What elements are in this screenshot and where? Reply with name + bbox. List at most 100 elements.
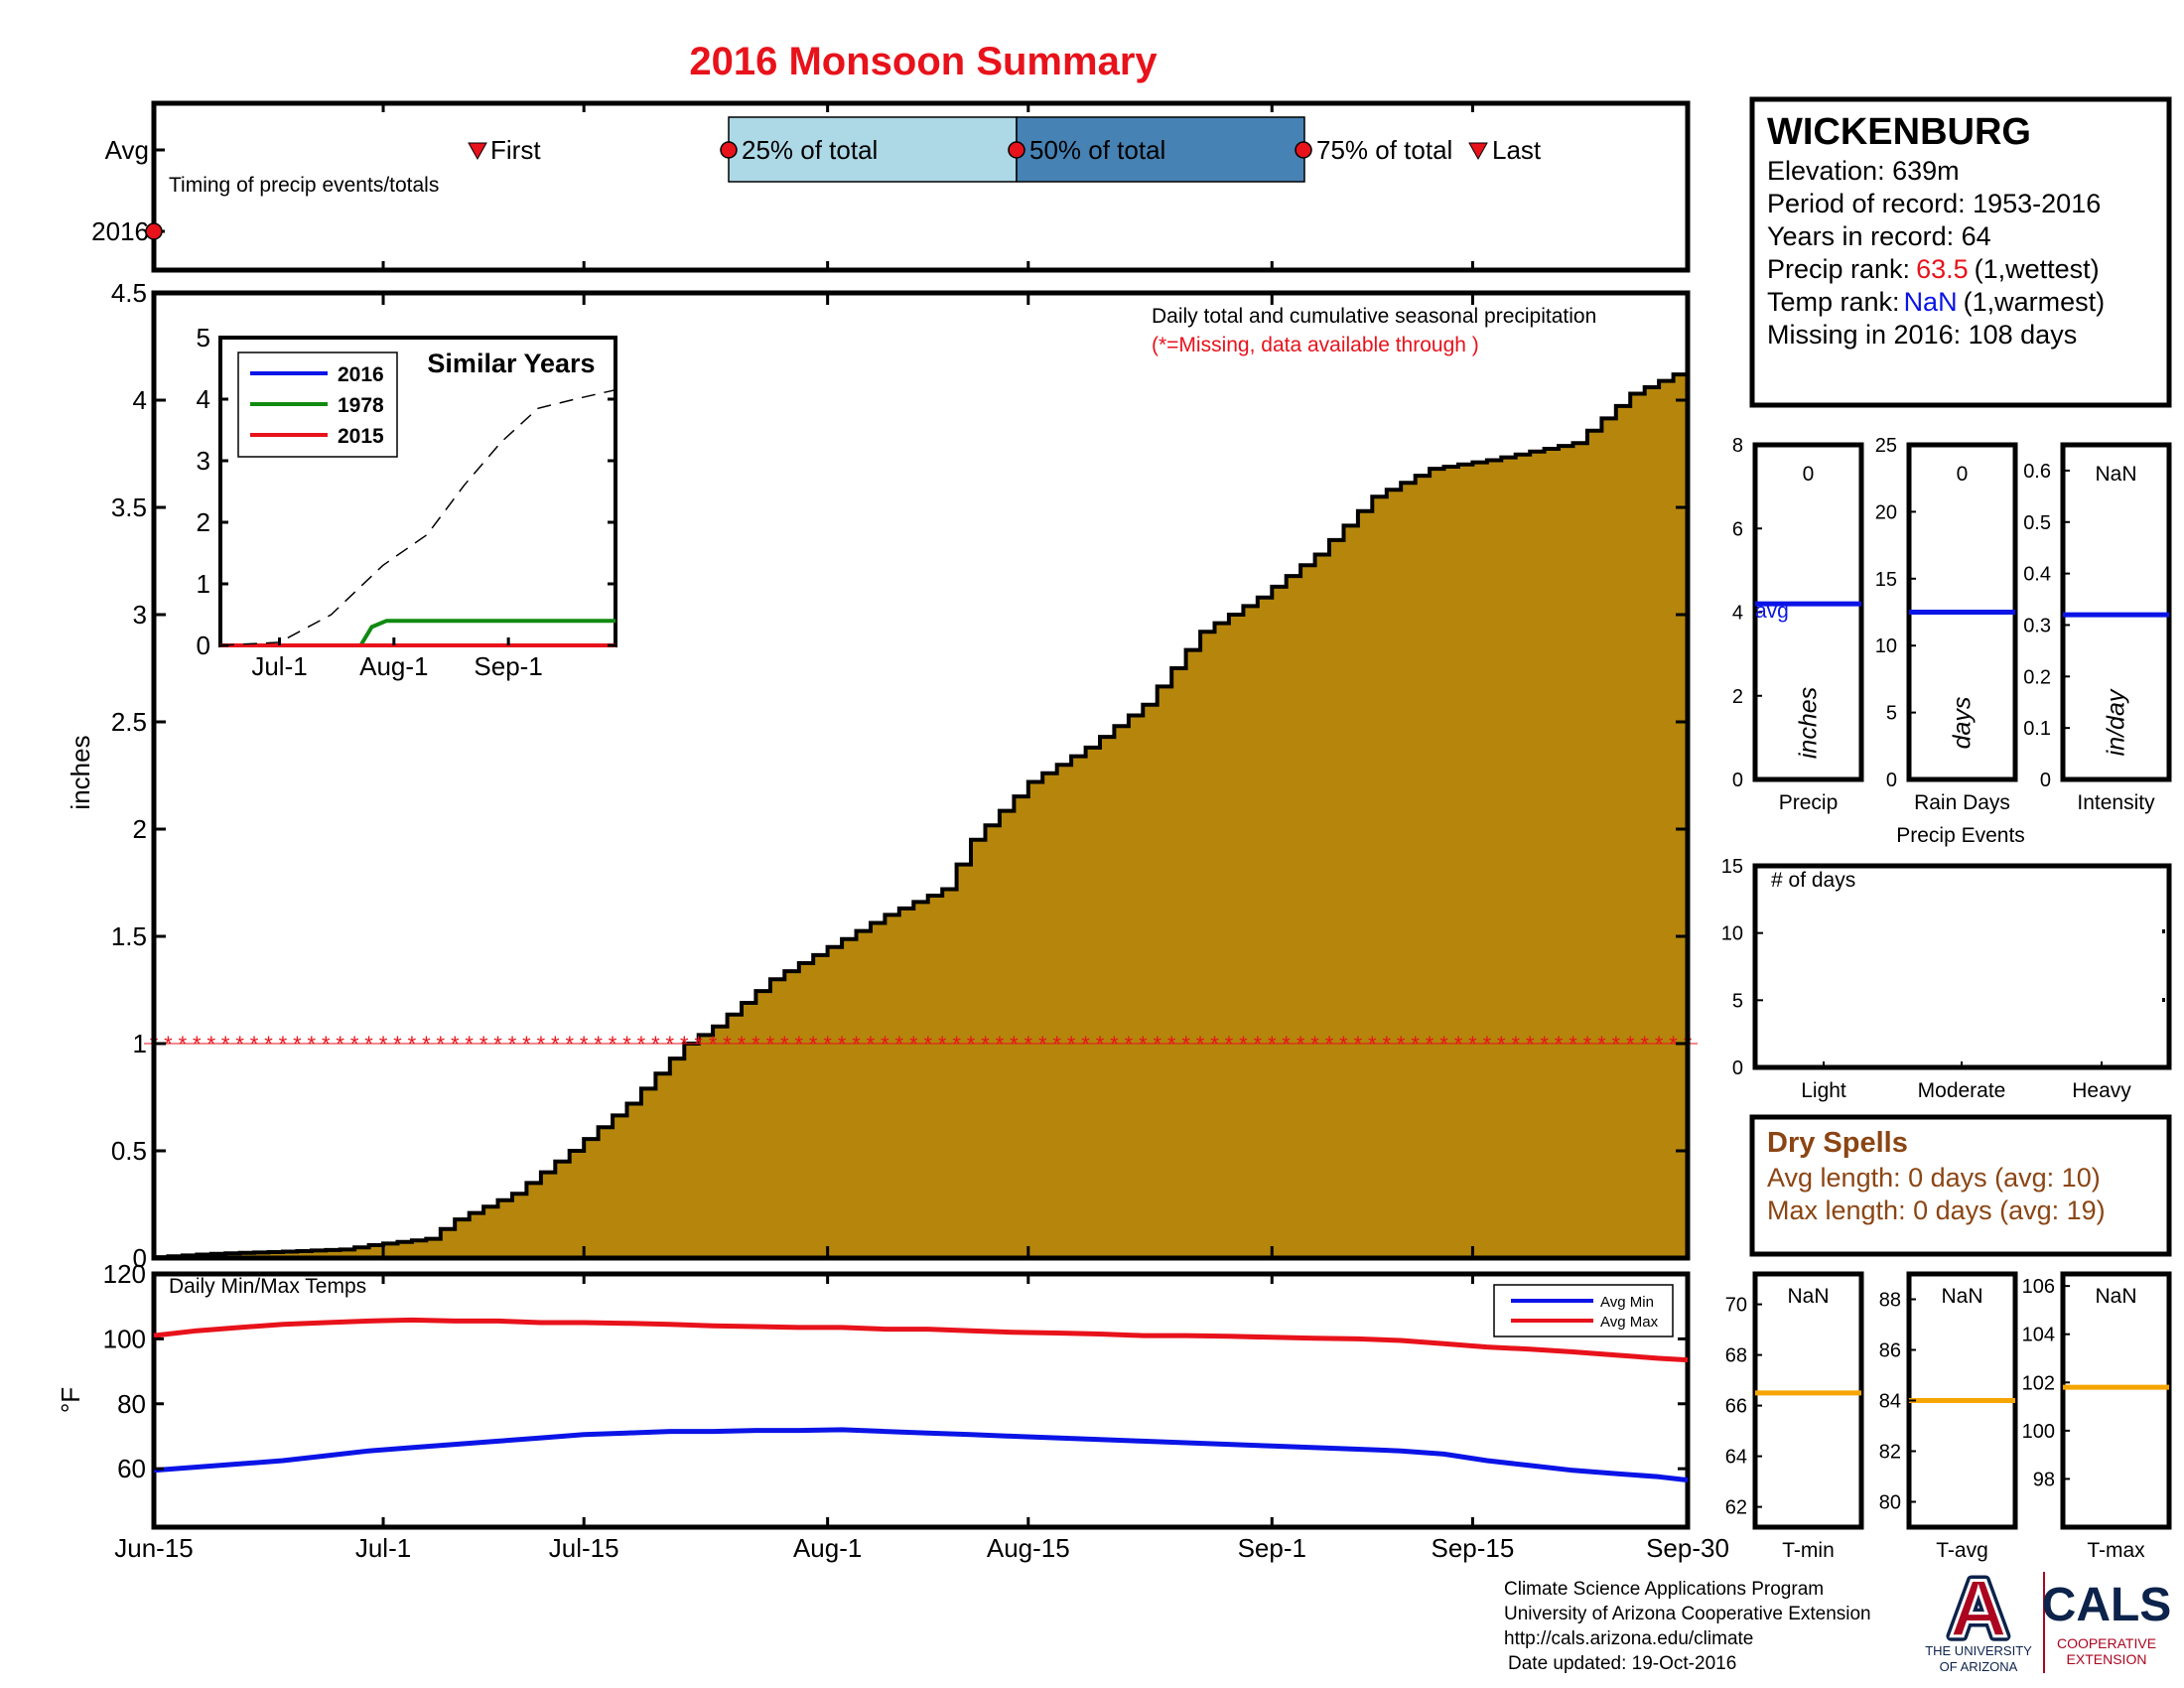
missing-marker: * <box>609 1032 617 1056</box>
missing-marker: * <box>422 1032 431 1056</box>
cals-coop1: COOPERATIVE <box>2057 1635 2156 1651</box>
temp-ytick-label: 80 <box>117 1389 146 1419</box>
temp-box-tick-label: 84 <box>1879 1391 1901 1413</box>
event-avg-label: avg <box>1755 600 1789 623</box>
missing-marker: * <box>1268 1032 1277 1056</box>
missing-marker: * <box>738 1032 747 1056</box>
missing-marker: * <box>838 1032 847 1056</box>
temp-box-panels: 62 64 66 68 70 NaN T-min 80 82 84 86 88 NaN T-avg 98 10… <box>1725 1271 2172 1562</box>
missing-marker: * <box>1297 1032 1305 1056</box>
station-years: Years in record: 64 <box>1767 221 1991 251</box>
inset-ytick-label: 0 <box>197 631 210 660</box>
missing-marker: * <box>493 1032 502 1056</box>
missing-marker: * <box>1368 1032 1377 1056</box>
inset-legend-label: 2015 <box>338 425 384 448</box>
precip-ytick-label: 0 <box>133 1243 147 1273</box>
missing-marker: * <box>508 1032 517 1056</box>
last-label: Last <box>1492 135 1542 165</box>
event-tick-label: 0.4 <box>2023 564 2051 586</box>
temp-box-tick-label: 70 <box>1725 1295 1747 1317</box>
missing-marker: * <box>1669 1032 1678 1056</box>
days-category-label: Heavy <box>2072 1079 2131 1102</box>
date-axis-label: Jun-15 <box>114 1533 194 1563</box>
missing-marker: * <box>364 1032 373 1056</box>
missing-marker: * <box>235 1032 244 1056</box>
footer-line2: University of Arizona Cooperative Extens… <box>1504 1604 1871 1624</box>
missing-marker: * <box>1181 1032 1190 1056</box>
temp-ylabel: °F <box>56 1387 85 1413</box>
missing-marker: * <box>938 1032 947 1056</box>
temp-box-tick-label: 98 <box>2033 1469 2055 1490</box>
event-tick-label: 0.5 <box>2023 512 2051 534</box>
inset-xtick-label: Sep-1 <box>474 651 542 681</box>
missing-marker: * <box>1325 1032 1334 1056</box>
q75-marker <box>1295 141 1312 159</box>
timing-avg-label: Avg <box>105 135 149 165</box>
inset-ytick-label: 5 <box>197 323 210 352</box>
missing-marker: * <box>751 1032 760 1056</box>
temp-ytick-label: 100 <box>103 1324 146 1353</box>
precip-ylabel: inches <box>66 735 95 809</box>
event-value: 0 <box>1957 463 1969 486</box>
first-label: First <box>490 135 541 165</box>
temp-box-value: NaN <box>2095 1285 2136 1308</box>
precip-ytick-label: 4 <box>133 385 147 415</box>
precip-ytick-label: 2.5 <box>111 707 147 737</box>
missing-marker: * <box>437 1032 446 1056</box>
missing-marker: * <box>594 1032 603 1056</box>
missing-marker: * <box>709 1032 718 1056</box>
missing-marker: * <box>809 1032 818 1056</box>
precip-ytick-label: 0.5 <box>111 1136 147 1166</box>
logo-divider <box>2043 1572 2045 1673</box>
cals-logo: CALS COOPERATIVE EXTENSION <box>2042 1579 2172 1667</box>
precip-chart-title: Daily total and cumulative seasonal prec… <box>1152 305 1596 328</box>
precip-ytick-label: 1 <box>133 1029 147 1058</box>
temp-box-tick-label: 102 <box>2022 1372 2055 1394</box>
cals-wordmark: CALS <box>2042 1579 2172 1631</box>
temp-box-value: NaN <box>1941 1285 1982 1308</box>
missing-marker: * <box>1010 1032 1019 1056</box>
missing-marker: * <box>1483 1032 1492 1056</box>
ua-line1: THE UNIVERSITY <box>1925 1643 2032 1658</box>
obs-2016-marker <box>145 222 163 240</box>
precip-chart-subtitle: (*=Missing, data available through ) <box>1152 334 1479 356</box>
missing-marker: * <box>308 1032 317 1056</box>
precip-rank-label: Precip rank: <box>1767 254 1910 284</box>
temp-box-tick-label: 62 <box>1725 1497 1747 1519</box>
missing-marker: * <box>1024 1032 1033 1056</box>
missing-marker: * <box>780 1032 789 1056</box>
event-tick-label: 0.3 <box>2023 615 2051 636</box>
event-value: NaN <box>2095 463 2136 486</box>
event-label: Precip <box>1779 791 1839 814</box>
missing-marker: * <box>350 1032 359 1056</box>
days-category-label: Moderate <box>1918 1079 2006 1102</box>
missing-marker: * <box>1439 1032 1448 1056</box>
event-unit: in/day <box>2103 688 2130 756</box>
timing-caption: Timing of precip events/totals <box>169 174 439 197</box>
precip-ytick-label: 1.5 <box>111 921 147 951</box>
missing-marker: * <box>622 1032 631 1056</box>
missing-marker: * <box>823 1032 832 1056</box>
missing-marker: * <box>1239 1032 1248 1056</box>
days-tick-label: 5 <box>1732 990 1743 1012</box>
inset-xtick-label: Aug-1 <box>359 651 428 681</box>
missing-marker: * <box>408 1032 417 1056</box>
missing-marker: * <box>1038 1032 1047 1056</box>
missing-marker: * <box>293 1032 302 1056</box>
q25-box <box>728 116 1018 183</box>
missing-marker: * <box>1081 1032 1090 1056</box>
missing-marker: * <box>666 1032 675 1056</box>
date-axis-label: Jul-1 <box>355 1533 411 1563</box>
missing-marker: * <box>723 1032 732 1056</box>
temp-legend-label: Avg Max <box>1600 1314 1659 1331</box>
missing-marker: * <box>465 1032 474 1056</box>
missing-marker: * <box>565 1032 574 1056</box>
temp-box-tick-label: 66 <box>1725 1396 1747 1418</box>
missing-marker: * <box>537 1032 546 1056</box>
missing-marker: * <box>1468 1032 1477 1056</box>
temp-box-value: NaN <box>1787 1285 1829 1308</box>
station-period: Period of record: 1953-2016 <box>1767 189 2101 218</box>
missing-marker: * <box>379 1032 388 1056</box>
timing-panel: Avg 2016 Timing of precip events/totals … <box>91 100 1691 273</box>
ua-logo: A A THE UNIVERSITY OF ARIZONA <box>1925 1559 2032 1674</box>
